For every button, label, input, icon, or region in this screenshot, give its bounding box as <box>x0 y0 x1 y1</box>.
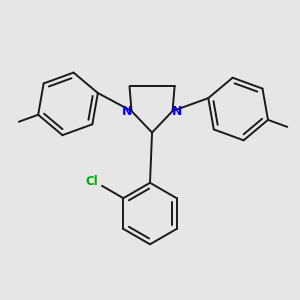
Text: N: N <box>172 105 182 118</box>
Text: N: N <box>122 105 133 118</box>
Text: Cl: Cl <box>85 175 98 188</box>
